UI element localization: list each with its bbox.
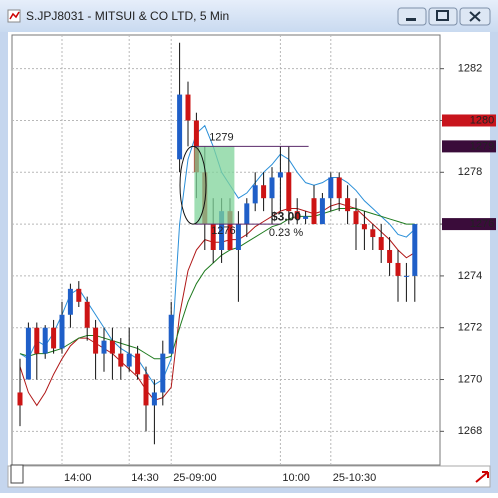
- candle-body: [412, 224, 418, 276]
- candle-body: [361, 224, 367, 230]
- y-tick-label: 1270: [458, 373, 482, 385]
- candle-body: [67, 288, 73, 315]
- close-button[interactable]: [459, 7, 491, 26]
- price-tag-label: 1280: [470, 114, 494, 126]
- selection-ellipse: [179, 145, 207, 225]
- candle-body: [387, 250, 393, 263]
- measure-change: $3.00: [271, 209, 301, 223]
- y-tick-label: 1282: [458, 63, 482, 75]
- candle-body: [235, 224, 241, 250]
- plot-area: [11, 34, 441, 466]
- candle-body: [118, 353, 124, 367]
- candle-body: [311, 198, 317, 225]
- candle-body: [336, 177, 342, 199]
- candle-body: [76, 288, 82, 302]
- candle-body: [277, 172, 283, 178]
- measure-box: [194, 146, 235, 225]
- candle-body: [210, 224, 216, 250]
- x-tick-label: 14:30: [131, 472, 159, 484]
- candle-body: [143, 374, 149, 406]
- candle-body: [59, 314, 65, 349]
- candle-body: [177, 94, 183, 160]
- y-tick-label: 1268: [458, 425, 482, 437]
- candle-body: [303, 216, 309, 219]
- price-tag-label: 1276: [470, 218, 494, 230]
- candle-body: [51, 327, 57, 349]
- candle-body: [261, 185, 267, 199]
- price-tag-label: 1279: [470, 140, 494, 152]
- candle-body: [378, 237, 384, 250]
- price-tag: [442, 140, 496, 153]
- candle-body: [126, 353, 132, 367]
- candle-body: [319, 198, 325, 225]
- candle-body: [160, 353, 166, 393]
- candle-body: [269, 177, 275, 199]
- candle-body: [34, 327, 40, 354]
- candle-body: [403, 275, 409, 277]
- price-tag: [442, 218, 496, 231]
- measure-low-label: 1276: [211, 225, 235, 237]
- candle-body: [294, 211, 300, 219]
- candle-body: [286, 172, 292, 212]
- x-tick-label: 10:00: [282, 472, 310, 484]
- scrollbar[interactable]: [7, 465, 491, 488]
- measure-percent: 0.23 %: [269, 227, 303, 239]
- candle-body: [109, 340, 115, 354]
- candle-body: [395, 262, 401, 276]
- candle-body: [101, 340, 107, 354]
- candle-body: [135, 353, 141, 375]
- x-tick-label: 14:00: [64, 472, 92, 484]
- candle-body: [168, 314, 174, 354]
- candle-body: [227, 211, 233, 250]
- y-tick-label: 1278: [458, 166, 482, 178]
- candle-body: [353, 211, 359, 225]
- candle-body: [370, 229, 376, 238]
- y-tick-label: 1272: [458, 322, 482, 334]
- scroll-thumb[interactable]: [10, 464, 24, 484]
- resize-arrow[interactable]: [475, 471, 489, 483]
- minimize-button[interactable]: [397, 7, 427, 26]
- candle-body: [84, 301, 90, 328]
- candle-body: [42, 327, 48, 354]
- x-tick-label: 25-10:30: [333, 472, 376, 484]
- candle-body: [252, 185, 258, 204]
- x-tick-label: 25-09:00: [173, 472, 216, 484]
- maximize-button[interactable]: [428, 7, 458, 26]
- candle-body: [345, 198, 351, 212]
- candle-body: [244, 203, 250, 225]
- y-tick-label: 1274: [458, 270, 482, 282]
- app-icon: [7, 9, 21, 23]
- candle-body: [25, 327, 31, 380]
- candle-body: [17, 392, 23, 406]
- price-tag: [442, 114, 496, 127]
- measure-high-label: 1279: [209, 131, 233, 143]
- candle-body: [93, 327, 99, 354]
- window-title: S.JPJ8031 - MITSUI & CO LTD, 5 Min: [26, 9, 229, 23]
- candle-body: [185, 94, 191, 121]
- candle-body: [219, 211, 225, 250]
- candle-body: [151, 392, 157, 406]
- candle-body: [328, 177, 334, 199]
